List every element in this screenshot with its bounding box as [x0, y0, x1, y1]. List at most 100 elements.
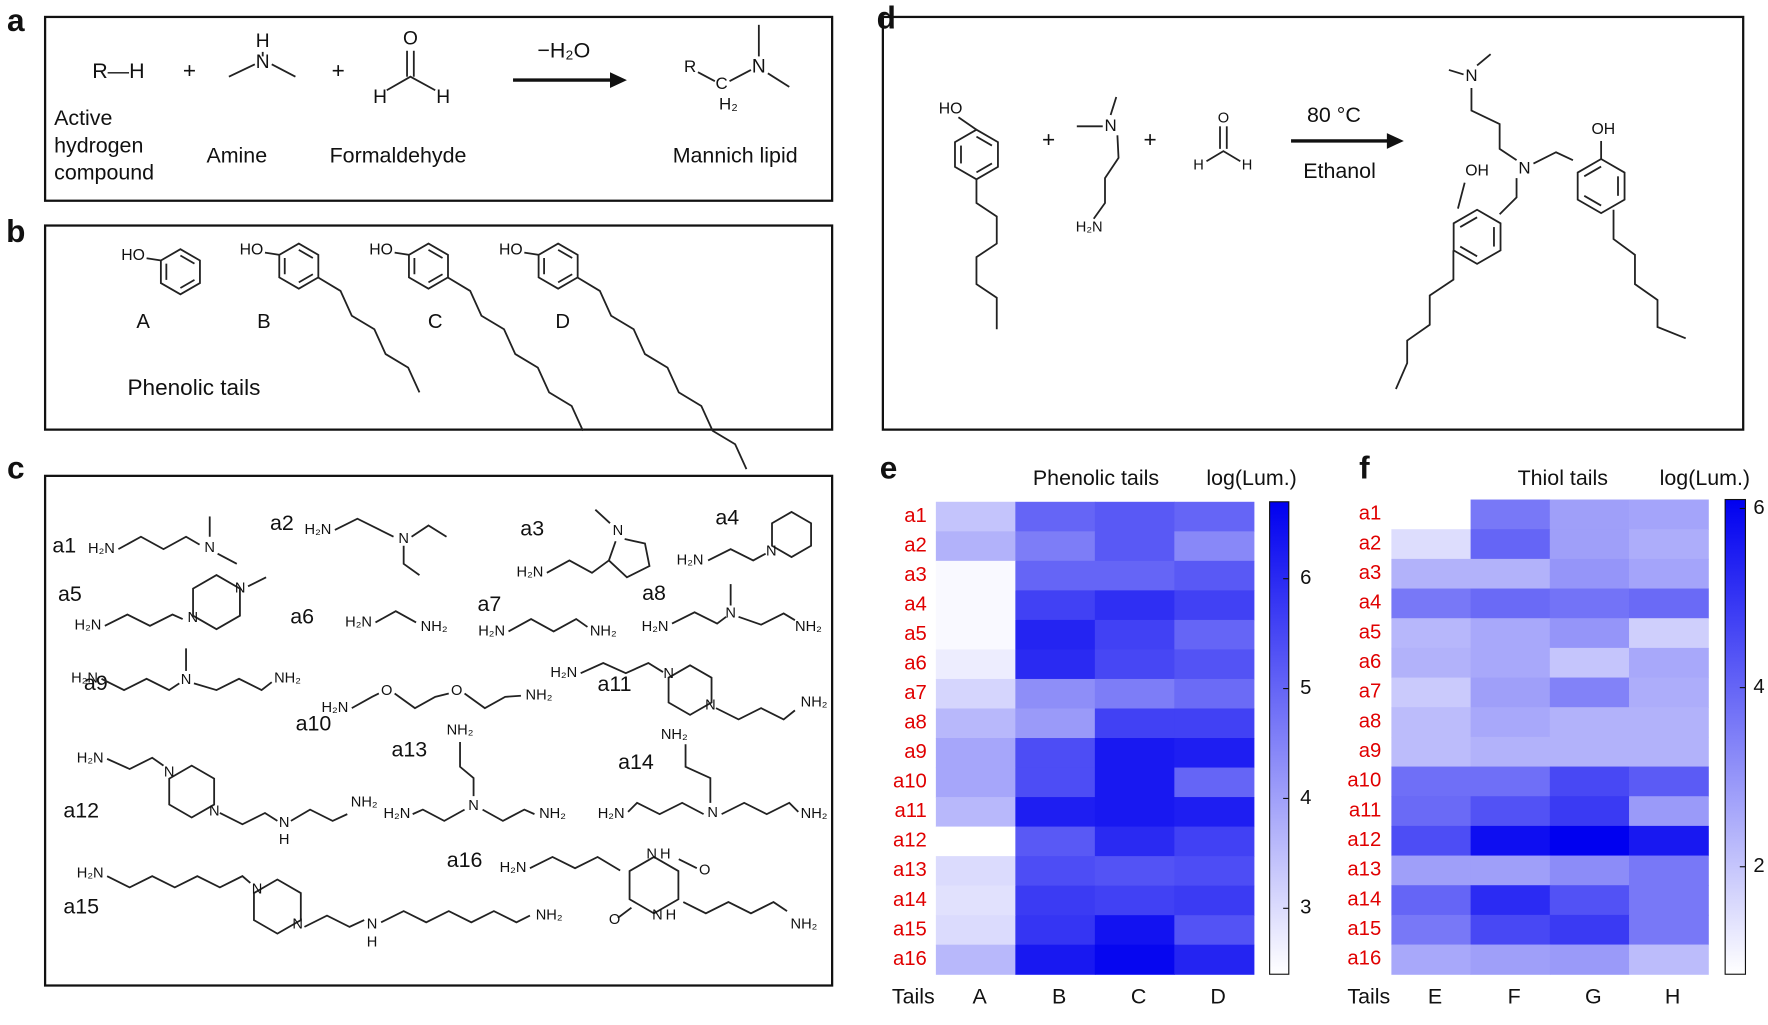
heatmap-cell [935, 678, 1016, 710]
text: H₂N [88, 541, 115, 557]
heatmap-cell [1629, 944, 1709, 975]
row-label: a13 [893, 859, 927, 881]
bond [678, 858, 698, 870]
alkyl-tail [317, 276, 421, 393]
bond [394, 692, 449, 710]
bond [459, 741, 475, 797]
text: a6 [290, 605, 314, 629]
heatmap-cell [1549, 588, 1630, 619]
text: H₂N [305, 522, 332, 538]
text: a8 [642, 581, 666, 605]
text: N [235, 580, 246, 596]
row-label: a5 [904, 623, 927, 645]
text: NH₂ [526, 688, 553, 704]
text: N [252, 882, 263, 898]
heatmap-cell [1094, 944, 1175, 975]
text: N [209, 804, 220, 820]
row-label: a8 [904, 712, 927, 734]
text: Tails [1347, 985, 1390, 1009]
row-label: a12 [893, 830, 927, 852]
bond [375, 610, 417, 624]
row-label: a2 [1359, 532, 1382, 554]
text: O [699, 862, 710, 878]
heatmap-cell [1470, 736, 1551, 768]
heatmap-cell [1094, 856, 1175, 887]
heatmap-cell [1470, 707, 1551, 738]
colorbar-tick-label: 4 [1300, 787, 1311, 809]
text: H [256, 31, 270, 52]
heatmap-cell [935, 767, 1016, 798]
bond [594, 509, 611, 524]
heatmap-cell [1391, 677, 1472, 708]
bond [524, 251, 540, 256]
text: hydrogen [54, 133, 143, 157]
bond [106, 875, 251, 889]
heatmap-cell [1391, 647, 1472, 679]
bond [767, 72, 790, 88]
text: H [436, 87, 450, 108]
heatmap-cell [1391, 885, 1472, 916]
heatmap-cell [1174, 915, 1255, 946]
bond [304, 914, 365, 928]
text: H₂N [500, 860, 527, 876]
heatmap-cell [1391, 499, 1472, 530]
heatmap-cell [1015, 678, 1096, 710]
ring-bond [976, 162, 993, 174]
heatmap-cell [1015, 619, 1096, 650]
heatmap-cell [1629, 588, 1709, 619]
heatmap-cell [1470, 796, 1551, 827]
row-label: a11 [895, 800, 927, 822]
text: N [725, 605, 736, 621]
text: N [752, 57, 766, 78]
text: OH [1592, 121, 1616, 138]
arrow-head [610, 72, 627, 88]
heatmap-cell [1470, 558, 1551, 590]
column-label: H [1665, 985, 1680, 1009]
text: + [332, 58, 345, 83]
heatmap-cell [1015, 885, 1096, 916]
heatmap-cell [1094, 797, 1175, 828]
column-label: F [1508, 985, 1521, 1009]
text: H₂N [642, 619, 669, 635]
bond [1457, 182, 1466, 209]
text: H₂N [345, 614, 372, 630]
text: a11 [597, 672, 631, 696]
bond [402, 545, 420, 576]
row-label: a9 [904, 741, 927, 763]
colorbar [1724, 498, 1747, 975]
text: H₂N [321, 700, 348, 716]
heatmap-cell [1094, 619, 1175, 650]
ring-bond [298, 249, 314, 259]
heatmap-cell [1391, 796, 1472, 827]
text: N [164, 764, 175, 780]
text: N [292, 916, 303, 932]
colorbar-tick-label: 6 [1300, 567, 1311, 589]
heatmap-cell [935, 826, 1016, 857]
bond [380, 910, 531, 924]
heatmap-cell [1094, 885, 1175, 916]
panel-label: f [1359, 450, 1370, 486]
text: NH₂ [801, 694, 828, 710]
bond [738, 612, 796, 626]
heatmap-cell [1391, 855, 1472, 886]
text: + [1042, 127, 1055, 152]
bond [1448, 69, 1464, 76]
heatmap-cell [935, 531, 1016, 562]
row-label: a7 [1359, 681, 1382, 703]
panel-d-box [881, 15, 1745, 431]
text: NH₂ [447, 723, 474, 739]
text: Tails [892, 985, 935, 1009]
bond [219, 811, 278, 826]
column-label: C [1131, 985, 1146, 1009]
colorbar-tick-label: 3 [1300, 897, 1311, 919]
text: H₂N [75, 618, 102, 634]
bond [193, 677, 273, 692]
bond [264, 251, 280, 256]
bond [508, 617, 588, 633]
row-label: a5 [1359, 621, 1382, 643]
heatmap-cell [1174, 619, 1255, 650]
text: NH₂ [539, 806, 566, 822]
text: N [279, 815, 290, 831]
panel-label: b [6, 213, 25, 249]
heatmap-cell [1094, 531, 1175, 562]
